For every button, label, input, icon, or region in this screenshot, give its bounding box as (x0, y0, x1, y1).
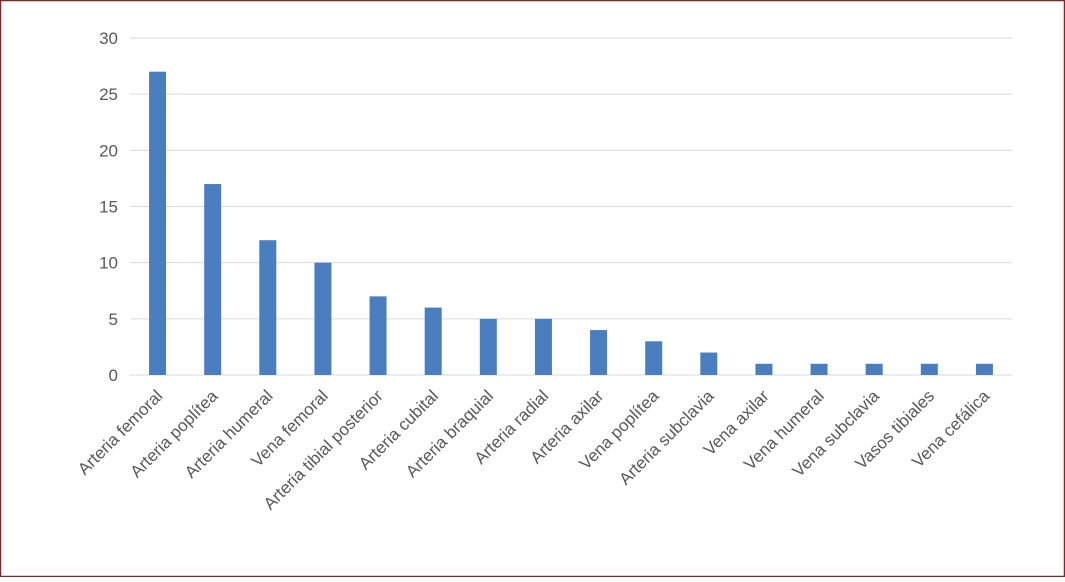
bar (259, 240, 277, 375)
bar (590, 330, 608, 375)
bar (479, 318, 497, 375)
y-tick-label: 10 (99, 254, 118, 273)
bar (534, 318, 552, 375)
y-tick-label: 15 (99, 198, 118, 217)
bar (149, 71, 167, 375)
bar (424, 307, 442, 375)
bar (204, 184, 222, 375)
bar (755, 363, 773, 375)
y-tick-label: 25 (99, 85, 118, 104)
y-tick-label: 0 (109, 366, 118, 385)
bar (314, 262, 332, 375)
bar (700, 352, 718, 375)
bar (975, 363, 993, 375)
bar (865, 363, 883, 375)
y-tick-label: 20 (99, 141, 118, 160)
bar (920, 363, 938, 375)
bar (369, 296, 387, 375)
bar (810, 363, 828, 375)
bar (645, 341, 663, 375)
y-tick-label: 30 (99, 29, 118, 48)
y-tick-label: 5 (109, 310, 118, 329)
